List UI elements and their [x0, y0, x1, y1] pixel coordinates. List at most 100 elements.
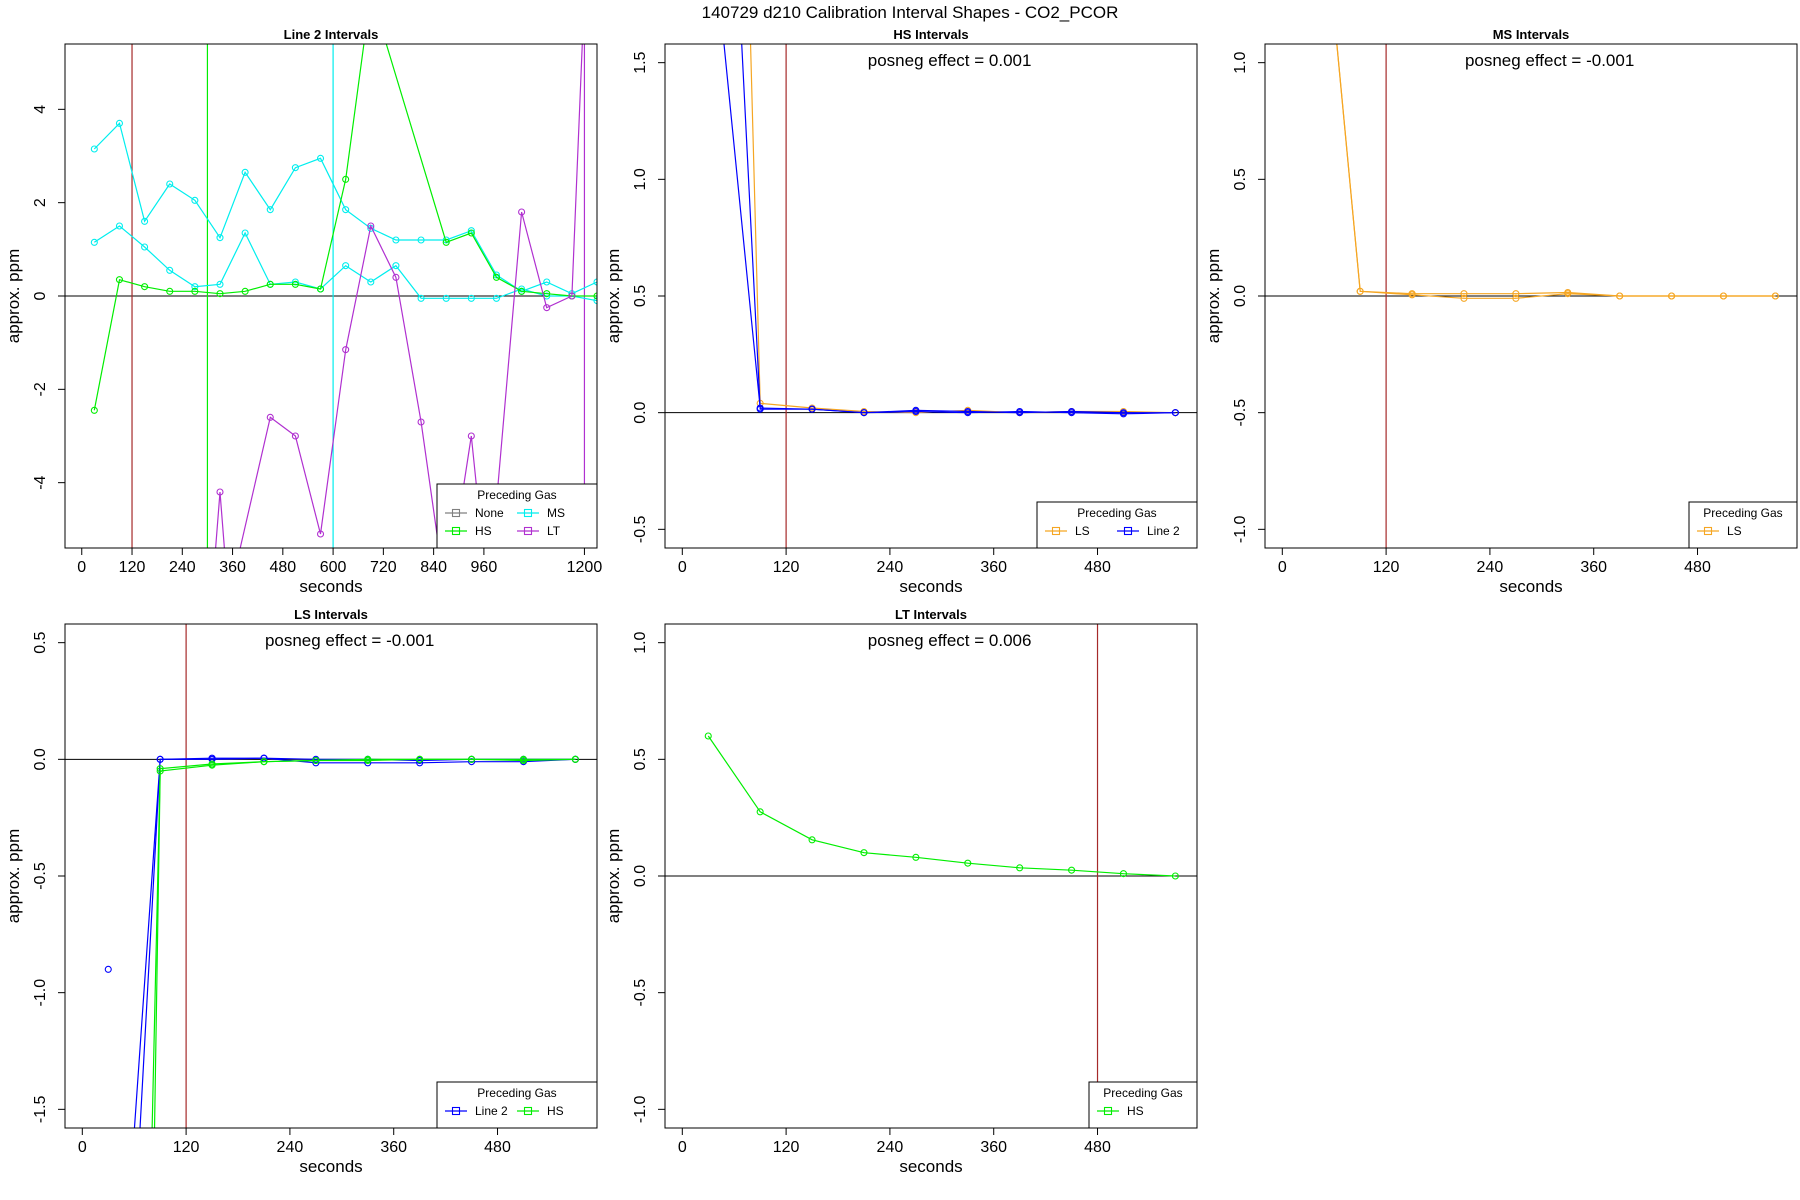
- data-point: [1119, 870, 1128, 878]
- data-point: [593, 278, 597, 286]
- data-point: [115, 276, 124, 284]
- x-tick-label: 0: [1278, 559, 1287, 576]
- data-point: [141, 283, 149, 291]
- data-point: [543, 304, 551, 312]
- legend-title: Preceding Gas: [1703, 506, 1782, 520]
- legend-swatch-marker: [451, 508, 461, 518]
- data-point: [442, 294, 450, 302]
- data-point: [1460, 290, 1468, 298]
- legend-entry-label: Line 2: [1147, 524, 1180, 538]
- y-tick-label: 1.5: [632, 51, 649, 73]
- series-line-ls: [749, 44, 1176, 414]
- data-point: [141, 217, 149, 225]
- legend-box: [1688, 501, 1798, 549]
- x-axis: 0 120 240 360 480 seconds: [678, 547, 1111, 596]
- data-point: [241, 168, 249, 176]
- data-point: [266, 413, 274, 421]
- data-point: [291, 432, 299, 440]
- data-point: [543, 278, 551, 286]
- data-point: [392, 236, 400, 244]
- data-point: [1171, 409, 1179, 417]
- x-tick-label: 720: [370, 559, 397, 576]
- plot-area: [665, 624, 1197, 1128]
- y-tick-label: 1.0: [632, 168, 649, 190]
- posneg-annotation: posneg effect = -0.001: [1465, 51, 1634, 70]
- data-point: [756, 405, 764, 413]
- data-point: [241, 229, 249, 237]
- legend-swatch-marker: [1051, 526, 1061, 536]
- data-point: [518, 287, 526, 295]
- plot-area: [1265, 13, 1797, 548]
- plot-area: [65, 624, 597, 1128]
- data-point: [1331, 13, 1337, 19]
- data-point: [808, 836, 816, 844]
- legend: Preceding Gas HS: [1088, 1081, 1198, 1129]
- data-point: [1331, 13, 1337, 19]
- x-tick-label: 120: [1373, 559, 1400, 576]
- data-point: [316, 154, 325, 162]
- legend-entry-label: HS: [475, 524, 492, 538]
- data-point: [209, 596, 215, 602]
- data-point: [216, 280, 224, 288]
- data-point: [860, 409, 868, 417]
- legend-entry-label: HS: [547, 1104, 564, 1118]
- legend-entry-label: MS: [547, 506, 565, 520]
- legend-entry-label: Line 2: [475, 1104, 508, 1118]
- data-point: [518, 208, 526, 216]
- data-point: [342, 206, 350, 214]
- legend-entry-label: LS: [1075, 524, 1090, 538]
- data-point: [519, 755, 528, 763]
- data-point: [492, 271, 501, 279]
- x-axis-label: seconds: [899, 1157, 962, 1176]
- legend-swatch-marker: [523, 1106, 533, 1116]
- legend-entry-label: LT: [547, 524, 561, 538]
- legend-entry-label: LS: [1727, 524, 1742, 538]
- data-point: [241, 287, 249, 295]
- x-tick-label: 240: [1477, 559, 1504, 576]
- data-point: [1719, 292, 1728, 300]
- y-tick-label: -0.5: [632, 979, 649, 1007]
- y-tick-label: 0.5: [632, 748, 649, 770]
- data-point: [568, 292, 576, 300]
- data-point: [808, 405, 816, 413]
- y-axis-label: approx. ppm: [604, 829, 623, 924]
- y-tick-label: -1.0: [632, 1095, 649, 1123]
- legend-title: Preceding Gas: [1077, 506, 1156, 520]
- y-axis: -1.0 -0.5 0.0 0.5 1.0 approx. ppm: [604, 631, 666, 1123]
- legend: Preceding Gas LS Line 2: [1036, 501, 1198, 549]
- data-point: [443, 596, 449, 602]
- data-point: [1771, 292, 1779, 300]
- data-point: [912, 853, 920, 861]
- series-line-hs: [707, 735, 1176, 877]
- legend-swatch-marker: [1103, 1106, 1113, 1116]
- data-point: [166, 266, 174, 274]
- y-tick-label: 0: [32, 291, 49, 300]
- data-point: [208, 761, 216, 769]
- data-point: [543, 290, 551, 298]
- y-axis: -1.0 -0.5 0.0 0.5 1.0 approx. ppm: [1204, 51, 1266, 543]
- data-point: [216, 290, 224, 298]
- x-tick-label: 1200: [567, 559, 603, 576]
- legend-swatch-marker: [1123, 526, 1133, 536]
- data-point: [417, 236, 425, 244]
- plot-frame: [664, 43, 1198, 549]
- legend-box: [1036, 501, 1198, 549]
- series-line-line-2: [741, 44, 1176, 414]
- y-tick-label: -0.5: [632, 515, 649, 543]
- y-tick-label: 0.5: [1232, 168, 1249, 190]
- x-tick-label: 0: [77, 559, 86, 576]
- x-tick-label: 480: [484, 1139, 511, 1156]
- x-tick-label: 600: [320, 559, 347, 576]
- y-axis-label: approx. ppm: [604, 249, 623, 344]
- data-point: [225, 596, 231, 602]
- data-point: [492, 273, 501, 281]
- y-tick-label: 1.0: [632, 631, 649, 653]
- legend-title: Preceding Gas: [477, 488, 556, 502]
- data-point: [593, 297, 597, 305]
- x-tick-label: 120: [773, 1139, 800, 1156]
- x-tick-label: 360: [1580, 559, 1607, 576]
- panel-title: LS Intervals: [294, 607, 368, 622]
- data-point: [756, 808, 764, 816]
- series-line-line-2: [723, 44, 1176, 415]
